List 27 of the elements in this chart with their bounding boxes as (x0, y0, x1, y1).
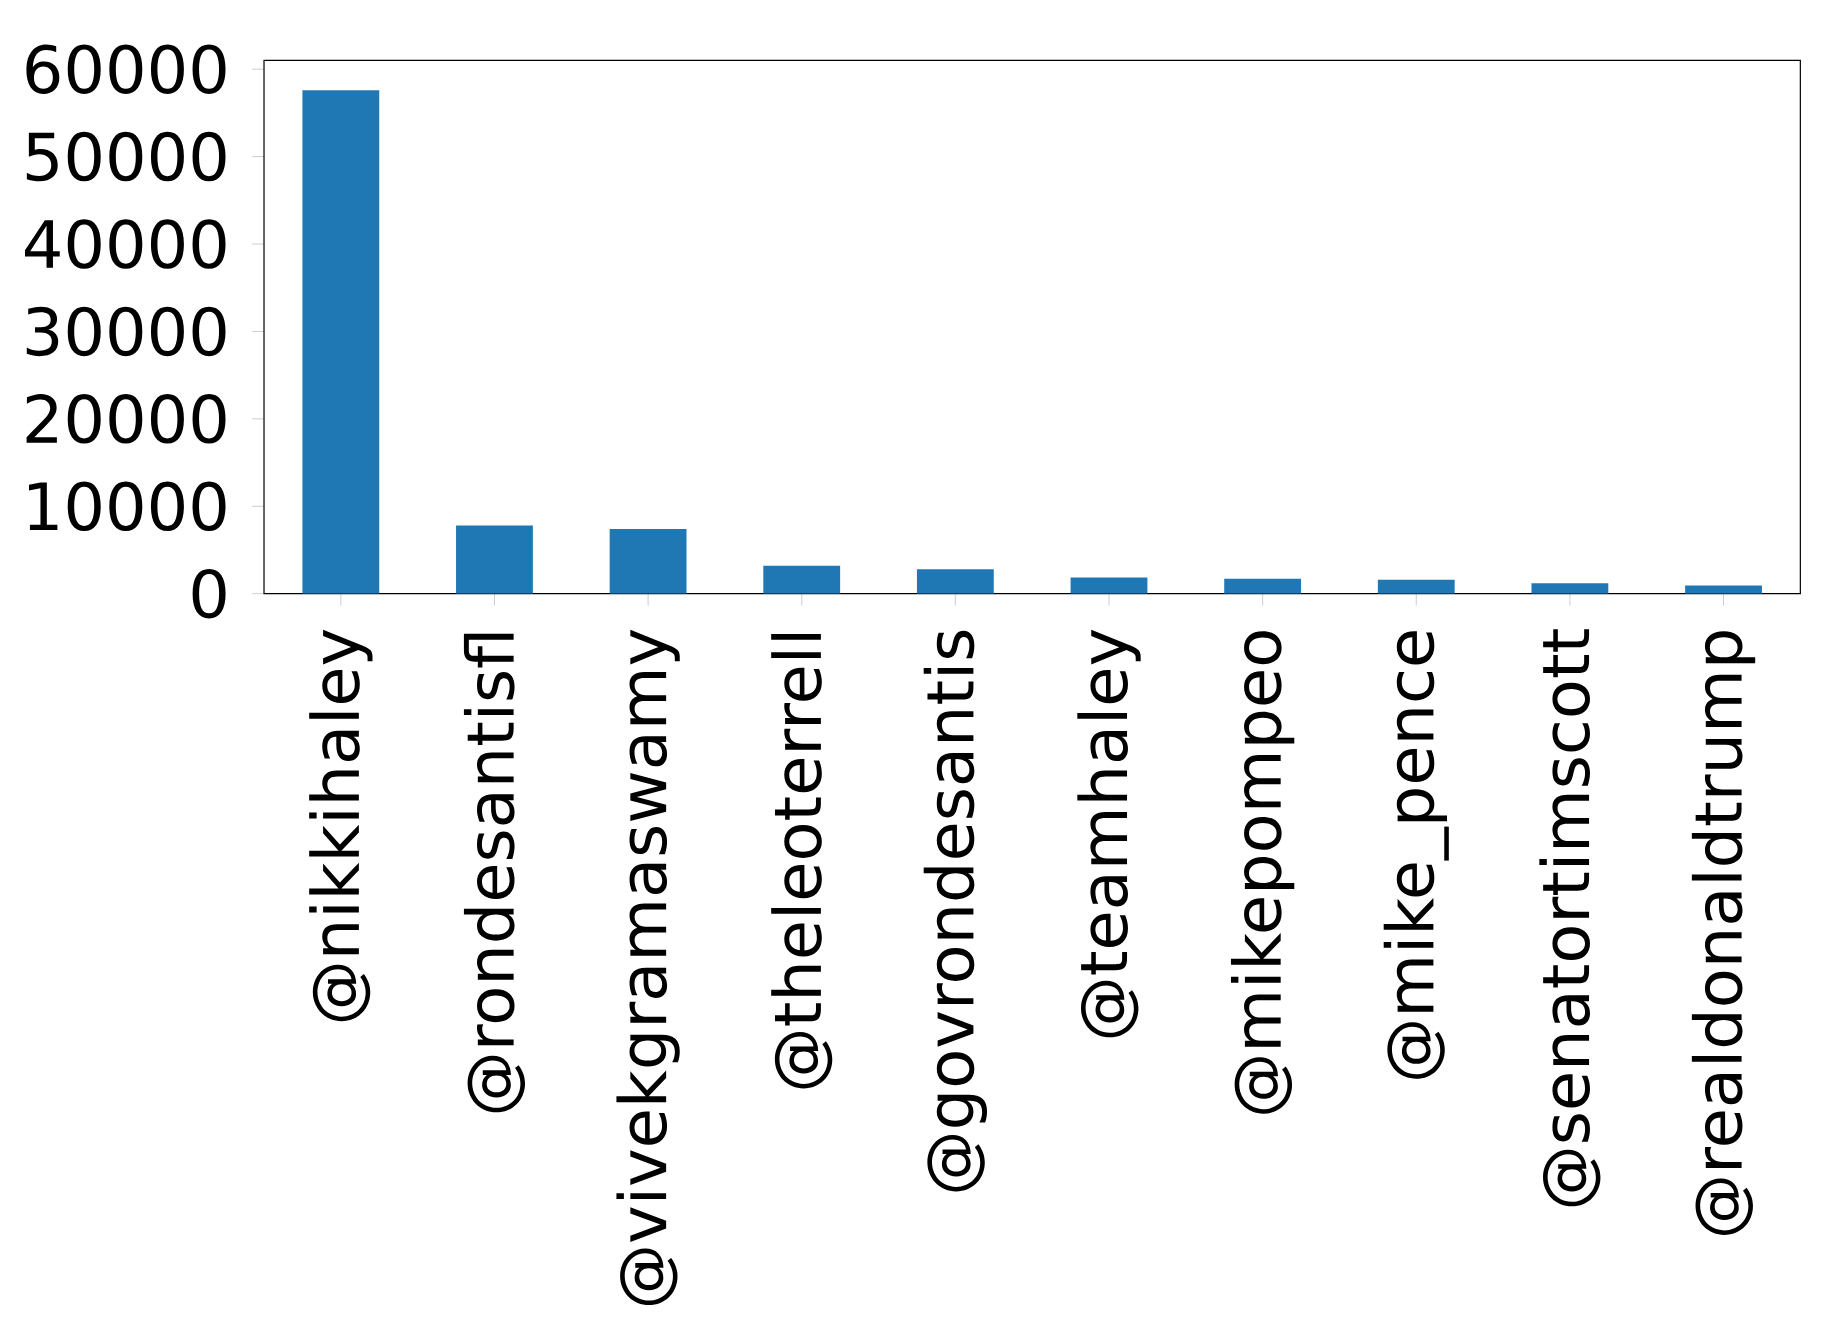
bar (1377, 579, 1455, 594)
bar (1685, 585, 1762, 594)
bar (1070, 577, 1148, 594)
y-tick-label: 10000 (28, 481, 226, 531)
y-tick-label: 60000 (26, 44, 226, 94)
x-tick-label: @govrondesantis (923, 630, 988, 1192)
bar (1531, 583, 1609, 594)
y-tick-label: 30000 (26, 306, 226, 357)
bar (763, 565, 841, 594)
bar (1224, 578, 1302, 594)
x-tick-label: @realdonaldtrump (1691, 631, 1756, 1235)
bar (456, 525, 533, 594)
y-tick-label: 20000 (26, 394, 226, 444)
bar (302, 90, 380, 594)
bar (609, 528, 687, 594)
x-tick-label: @teamhaley (1077, 629, 1141, 1038)
x-tick-label: @theleoterrell (771, 633, 833, 1089)
x-tick-label: @rondesantisfl (463, 633, 525, 1113)
y-tick-label: 40000 (25, 219, 226, 269)
x-tick-label: @mikepompeo (1230, 631, 1295, 1114)
bar (916, 569, 994, 594)
x-tick-label: @vivekgramaswamy (616, 629, 680, 1305)
y-tick-label: 0 (192, 568, 226, 619)
x-tick-label: @nikkihaley (309, 629, 373, 1022)
y-tick-label: 50000 (26, 131, 226, 182)
x-tick-label: @mike_pence (1383, 631, 1449, 1079)
x-tick-label: @senatortimscott (1539, 629, 1601, 1207)
